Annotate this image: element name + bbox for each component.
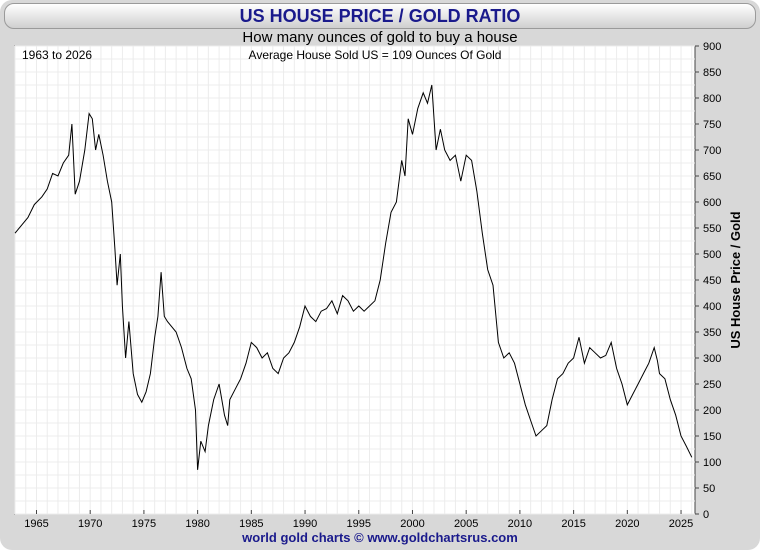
x-tick-label: 2010: [508, 518, 532, 530]
chart-title: US HOUSE PRICE / GOLD RATIO: [239, 6, 521, 26]
y-tick-label: 400: [703, 301, 721, 313]
y-axis: 0 50 100 150 200 250 300 350 400 450 500 550 600 650 7…: [695, 41, 721, 521]
x-tick-label: 2015: [561, 518, 585, 530]
y-tick-label: 550: [703, 223, 721, 235]
y-tick-label: 300: [703, 353, 721, 365]
y-tick-label: 650: [703, 171, 721, 183]
x-tick-label: 1970: [78, 518, 102, 530]
y-tick-label: 250: [703, 379, 721, 391]
y-tick-label: 500: [703, 249, 721, 261]
chart-subtitle: How many ounces of gold to buy a house: [242, 29, 518, 46]
y-tick-label: 150: [703, 431, 721, 443]
y-tick-label: 750: [703, 119, 721, 131]
y-tick-label: 900: [703, 41, 721, 53]
footer-credit: world gold charts © www.goldchartsrus.co…: [242, 530, 518, 545]
x-tick-label: 1990: [293, 518, 317, 530]
x-tick-label: 1965: [24, 518, 48, 530]
x-tick-label: 1985: [239, 518, 263, 530]
average-note: Average House Sold US = 109 Ounces Of Go…: [249, 48, 502, 62]
y-tick-label: 100: [703, 457, 721, 469]
y-tick-label: 50: [703, 483, 715, 495]
y-tick-label: 450: [703, 275, 721, 287]
title-bar: US HOUSE PRICE / GOLD RATIO: [4, 3, 756, 29]
y-tick-label: 850: [703, 67, 721, 79]
period-label: 1963 to 2026: [22, 48, 92, 62]
x-axis: 1965 1970 1975 1980 1985 1990 1995 2000 2005 2010…: [24, 510, 693, 530]
y-tick-label: 0: [703, 509, 709, 521]
y-tick-label: 200: [703, 405, 721, 417]
x-tick-label: 2005: [454, 518, 478, 530]
y-tick-label: 350: [703, 327, 721, 339]
y-tick-label: 600: [703, 197, 721, 209]
x-tick-label: 2000: [400, 518, 424, 530]
y-tick-label: 700: [703, 145, 721, 157]
x-tick-label: 2020: [615, 518, 639, 530]
x-tick-label: 2025: [669, 518, 693, 530]
x-tick-label: 1995: [347, 518, 371, 530]
x-tick-label: 1975: [132, 518, 156, 530]
y-tick-label: 800: [703, 93, 721, 105]
y-axis-label: US House Price / Gold: [728, 211, 743, 348]
series-line: [14, 84, 693, 470]
x-tick-label: 1980: [185, 518, 209, 530]
